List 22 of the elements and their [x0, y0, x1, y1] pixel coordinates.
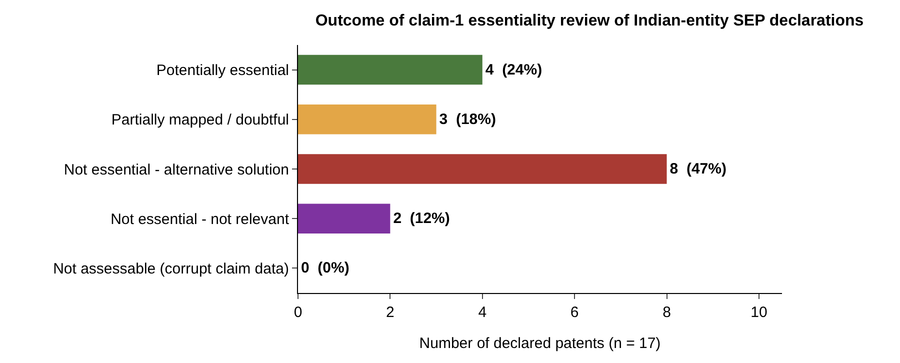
x-tick-label: 0: [294, 304, 302, 321]
data-label: 4 (24%): [485, 61, 542, 78]
bar: [298, 104, 436, 134]
x-tick-label: 8: [662, 304, 671, 321]
x-tick-label: 4: [478, 304, 487, 321]
data-label: 3 (18%): [439, 110, 496, 128]
chart-title: Outcome of claim-1 essentiality review of Indian-entity SEP declarations: [315, 12, 864, 30]
bar: [298, 54, 482, 85]
data-label: 0 (0%): [301, 260, 350, 277]
y-tick-label: Not essential - alternative solution: [64, 161, 289, 178]
bar: [298, 204, 390, 234]
data-label: 8 (47%): [670, 160, 726, 178]
x-tick-label: 2: [386, 304, 394, 321]
y-tick-label: Partially mapped / doubtful: [111, 112, 289, 129]
x-axis-title: Number of declared patents (n = 17): [419, 335, 661, 352]
y-tick-label: Not assessable (corrupt claim data): [53, 260, 289, 278]
data-label: 2 (12%): [393, 210, 450, 228]
y-tick-label: Not essential - not relevant: [110, 210, 290, 228]
x-tick-label: 6: [570, 304, 579, 321]
bar: [298, 154, 667, 184]
x-tick-label: 10: [750, 304, 768, 321]
y-tick-label: Potentially essential: [156, 62, 289, 80]
